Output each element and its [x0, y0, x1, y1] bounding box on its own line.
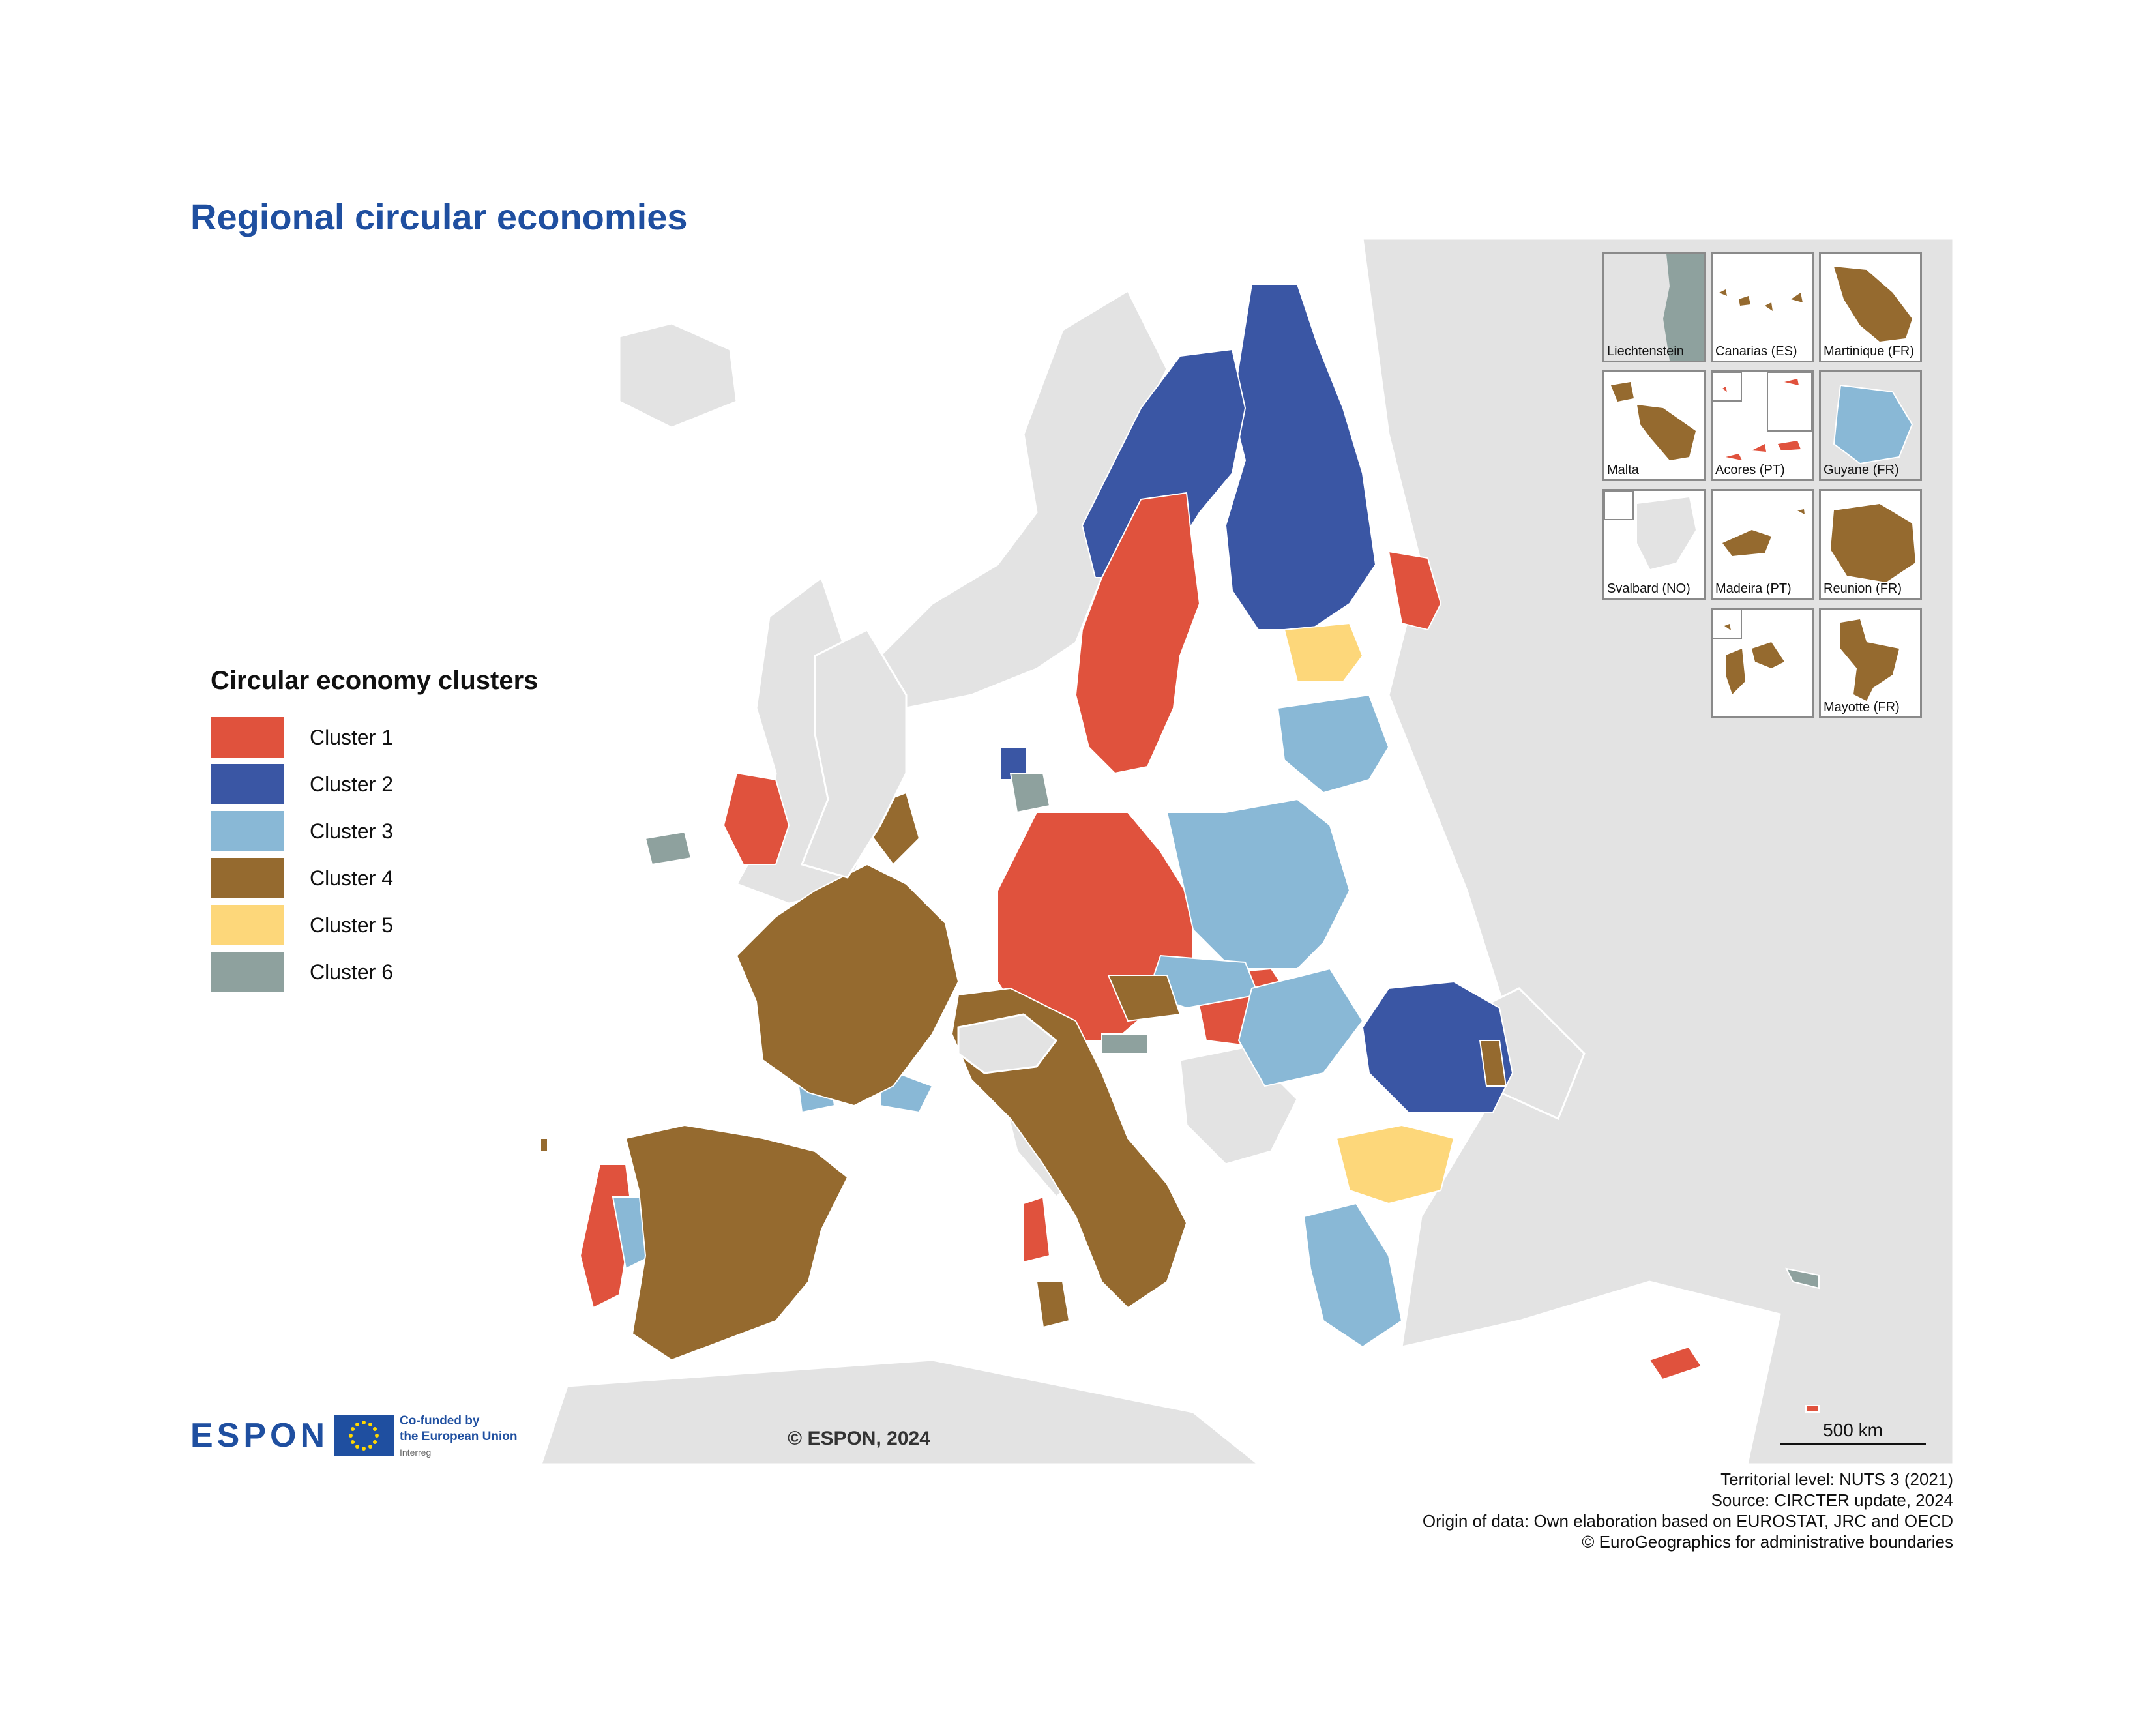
legend-swatch — [211, 811, 284, 851]
inset-label: Martinique (FR) — [1824, 344, 1914, 359]
espon-logo: ESPON — [190, 1417, 329, 1454]
inset-svalbard: Svalbard (NO) — [1602, 489, 1706, 600]
legend-label: Cluster 1 — [310, 725, 394, 749]
cluster-2-regions — [1000, 284, 1514, 1113]
inset-label: Reunion (FR) — [1824, 582, 1902, 596]
eu-line-3: Interreg — [400, 1447, 432, 1458]
credit-line: © EuroGeographics for administrative bou… — [1582, 1532, 1953, 1552]
legend-label: Cluster 4 — [310, 866, 394, 890]
inset-label: Malta — [1607, 463, 1639, 477]
cluster-5-regions — [1283, 622, 1455, 1205]
liechtenstein-shape — [1604, 254, 1704, 361]
legend-item: Cluster 3 — [211, 811, 538, 851]
legend-swatch — [211, 952, 284, 992]
legend-label: Cluster 2 — [310, 772, 394, 796]
eu-line-1: Co-funded by — [400, 1414, 480, 1428]
inset-guadeloupe — [1711, 608, 1814, 718]
uk-region — [800, 628, 908, 879]
switzerland-region — [957, 1013, 1058, 1074]
legend: Circular economy clusters Cluster 1 Clus… — [211, 666, 538, 999]
cluster-6-regions — [644, 773, 1820, 1290]
eu-line-2: the European Union — [400, 1430, 518, 1443]
eu-cofunded-text: Co-funded by the European Union Interreg — [400, 1413, 518, 1460]
mayotte-shape — [1840, 619, 1899, 701]
scale-line — [1780, 1443, 1926, 1445]
malta-shape — [1611, 382, 1696, 460]
legend-title: Circular economy clusters — [211, 666, 539, 695]
reunion-shape — [1831, 504, 1915, 582]
inset-madeira: Madeira (PT) — [1711, 489, 1814, 600]
eu-stars-icon — [349, 1421, 379, 1451]
legend-item: Cluster 5 — [211, 905, 538, 945]
inset-label: Svalbard (NO) — [1607, 582, 1691, 596]
inset-martinique: Martinique (FR) — [1819, 252, 1922, 362]
scale-bar: 500 km — [1780, 1420, 1926, 1445]
legend-swatch — [211, 717, 284, 758]
guyane-shape — [1821, 372, 1920, 479]
inset-liechtenstein: Liechtenstein — [1602, 252, 1706, 362]
copyright-text: © ESPON, 2024 — [788, 1428, 930, 1449]
legend-item: Cluster 1 — [211, 717, 538, 758]
inset-label: Canarias (ES) — [1715, 344, 1797, 359]
credit-line: Territorial level: NUTS 3 (2021) — [1720, 1469, 1953, 1489]
inset-label: Acores (PT) — [1715, 463, 1785, 477]
legend-item: Cluster 2 — [211, 764, 538, 804]
inset-label: Guyane (FR) — [1824, 463, 1899, 477]
map-title: Regional circular economies — [190, 196, 688, 237]
credit-line: Origin of data: Own elaboration based on… — [1422, 1511, 1953, 1531]
inset-malta: Malta — [1602, 370, 1706, 481]
madeira-shape — [1722, 509, 1805, 556]
martinique-shape — [1834, 267, 1912, 342]
inset-label: Mayotte (FR) — [1824, 700, 1900, 715]
inset-acores: Acores (PT) — [1711, 370, 1814, 481]
credit-line: Source: CIRCTER update, 2024 — [1711, 1490, 1953, 1510]
legend-label: Cluster 3 — [310, 819, 394, 843]
legend-item: Cluster 4 — [211, 858, 538, 898]
credits: Territorial level: NUTS 3 (2021) Source:… — [1423, 1469, 1953, 1552]
guadeloupe-shape — [1713, 610, 1784, 694]
legend-swatch — [211, 905, 284, 945]
inset-canarias: Canarias (ES) — [1711, 252, 1814, 362]
canarias-shape — [1719, 289, 1803, 311]
inset-mayotte: Mayotte (FR) — [1819, 608, 1922, 718]
legend-label: Cluster 5 — [310, 913, 394, 937]
scale-label: 500 km — [1823, 1420, 1883, 1440]
legend-label: Cluster 6 — [310, 960, 394, 984]
legend-item: Cluster 6 — [211, 952, 538, 992]
svalbard-shape — [1604, 491, 1696, 569]
legend-swatch — [211, 858, 284, 898]
inset-guyane: Guyane (FR) — [1819, 370, 1922, 481]
inset-label: Liechtenstein — [1607, 344, 1684, 359]
inset-reunion: Reunion (FR) — [1819, 489, 1922, 600]
inset-label: Madeira (PT) — [1715, 582, 1792, 596]
legend-swatch — [211, 764, 284, 804]
acores-shape — [1713, 372, 1812, 460]
eu-flag-icon — [334, 1415, 394, 1456]
